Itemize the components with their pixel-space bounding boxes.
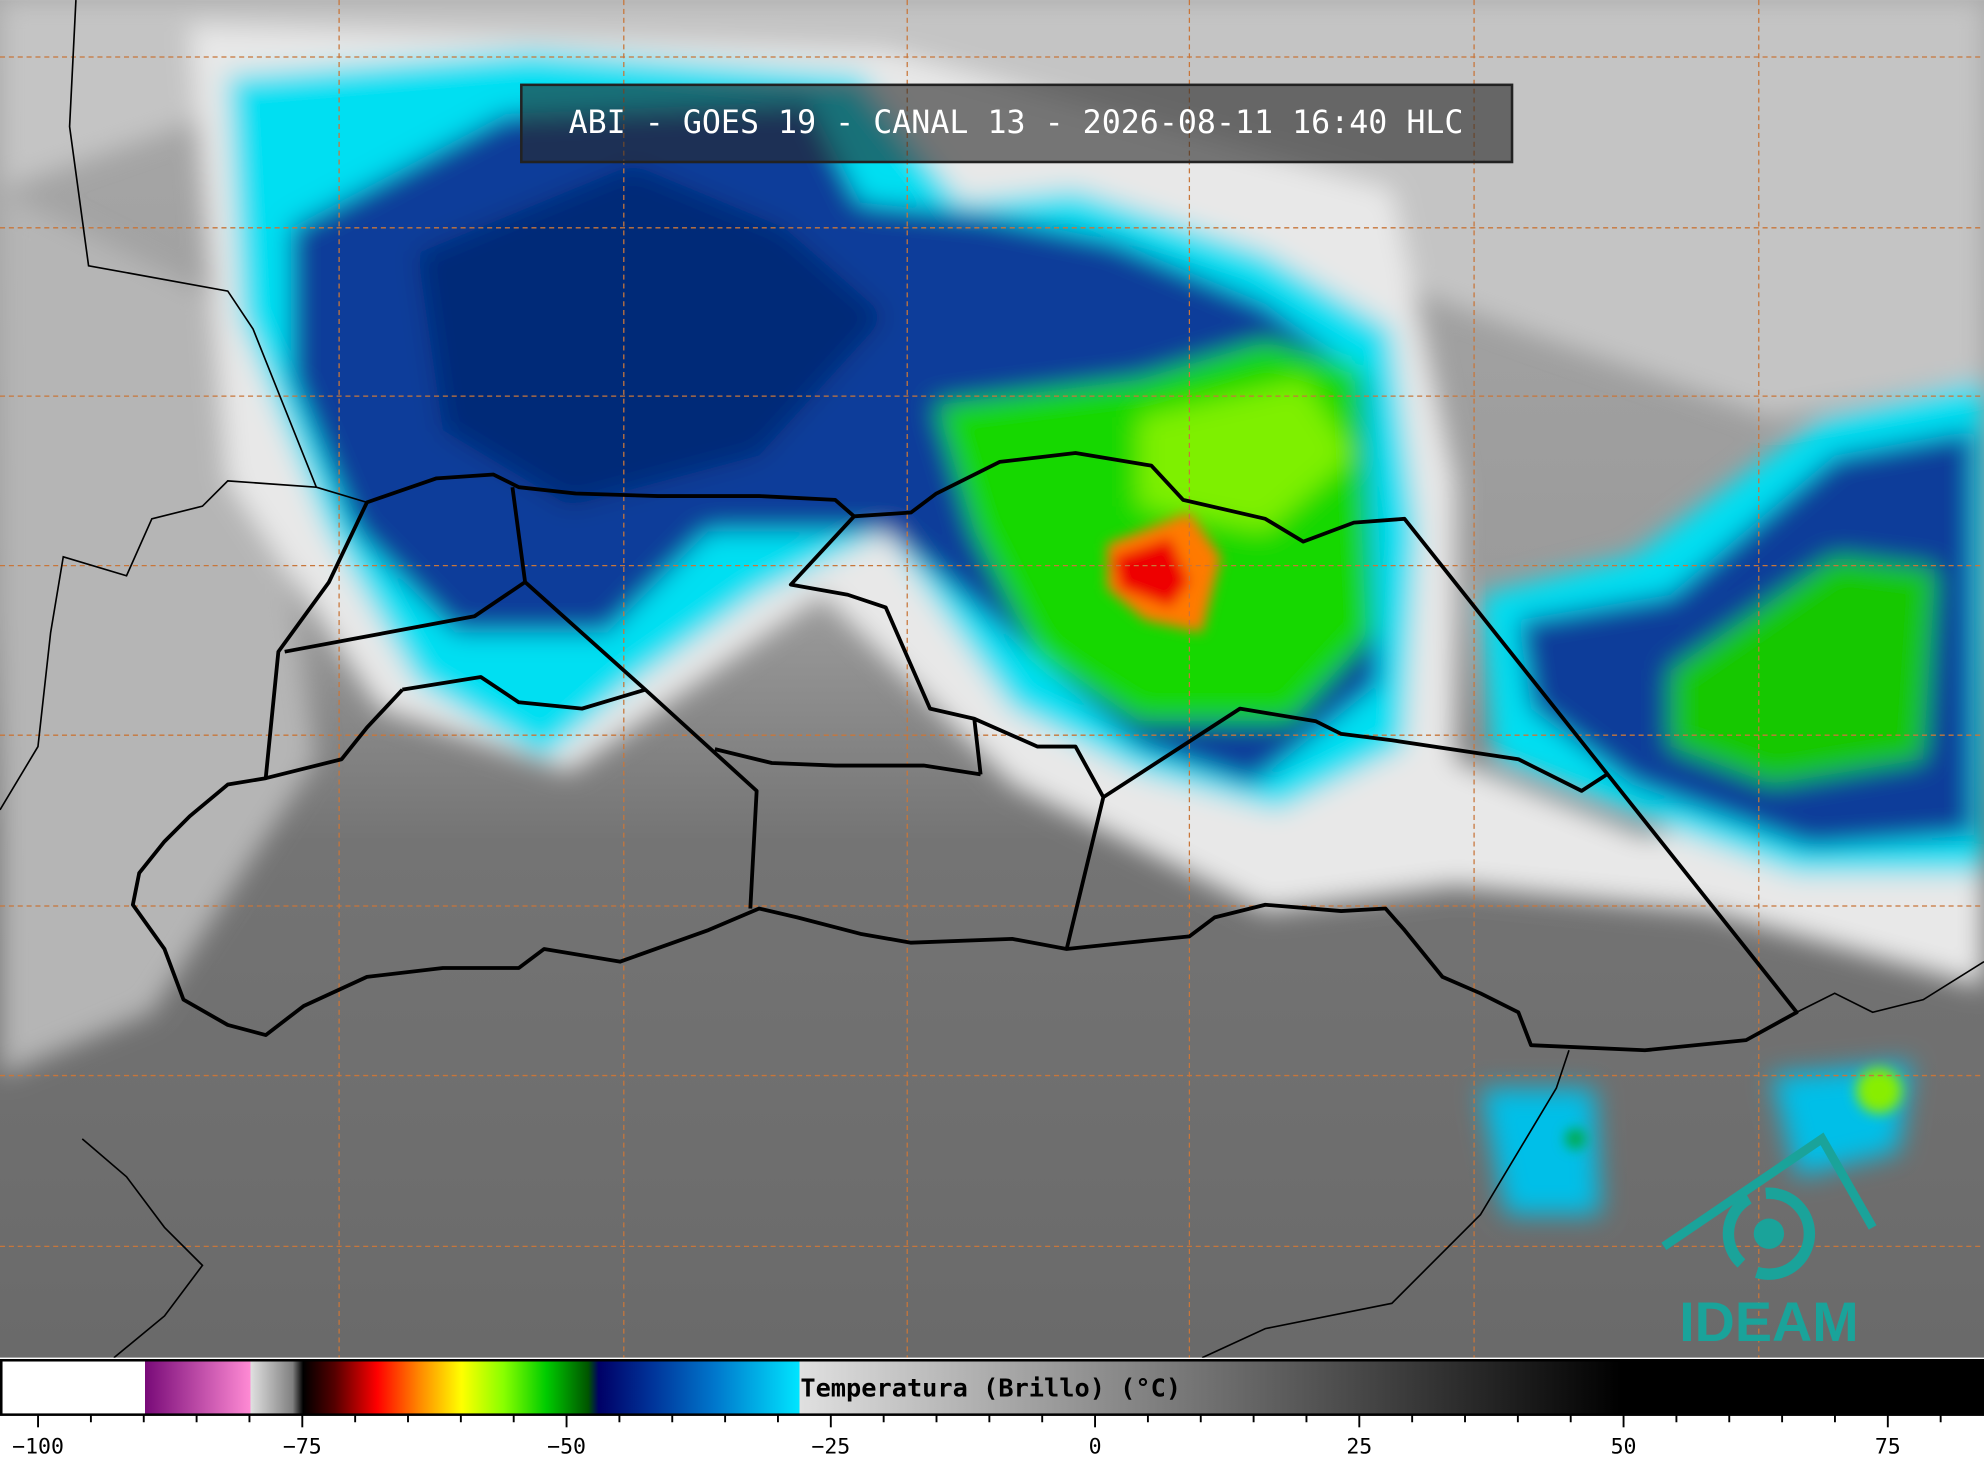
tick-label: 0 (1089, 1435, 1102, 1459)
grid (0, 0, 1984, 1358)
cloud-cyan (1480, 1088, 1601, 1215)
title: ABI - GOES 19 - CANAL 13 - 2026-08-11 16… (569, 105, 1464, 141)
colorbar-ticks: −100 −75 −50 −25 0 25 50 75 (12, 1414, 1942, 1459)
colorbar-label: Temperatura (Brillo) (°C) (800, 1373, 1181, 1402)
title-box: ABI - GOES 19 - CANAL 13 - 2026-08-11 16… (520, 83, 1514, 164)
cloud-lime (1856, 1067, 1902, 1114)
tick-label: 25 (1346, 1435, 1372, 1459)
logo-swirl (1722, 1187, 1816, 1280)
cloud-darkblue (417, 164, 886, 507)
logo: IDEAM (1661, 1132, 1877, 1353)
logo-text: IDEAM (1679, 1291, 1858, 1353)
title-background (520, 83, 1514, 164)
cloud-core (1107, 512, 1902, 1149)
tick-label: 50 (1611, 1435, 1637, 1459)
cloud-red (1113, 537, 1190, 608)
region-border (265, 486, 1608, 950)
logo-roof (1661, 1132, 1877, 1251)
tick-label: −100 (12, 1435, 64, 1459)
tick-label: −75 (283, 1435, 322, 1459)
tick-label: −25 (811, 1435, 850, 1459)
colorbar (0, 1358, 1984, 1416)
tick-label: −50 (547, 1435, 586, 1459)
tick-label: 75 (1875, 1435, 1901, 1459)
country-border (0, 0, 1984, 1359)
logo-eye (1753, 1218, 1785, 1249)
cloud-green (1565, 1128, 1586, 1149)
region-border (130, 451, 1799, 1053)
cloud-green (1670, 556, 1936, 785)
boundaries (0, 0, 1984, 1359)
cloud-lime (1138, 379, 1354, 532)
